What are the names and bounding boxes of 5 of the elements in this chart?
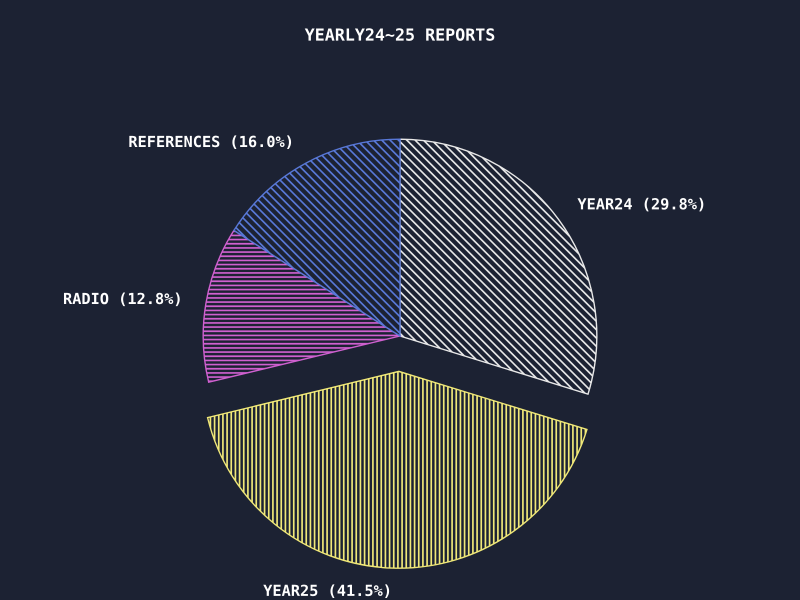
- chart-subtitle: YEARLY24~25 REPORTS: [304, 28, 494, 41]
- slice-label: YEAR24 (29.8%): [577, 198, 704, 212]
- slice-label: YEAR25 (41.5%): [263, 584, 390, 598]
- slice-label: REFERENCES (16.0%): [129, 135, 292, 150]
- slice-label: RADIO (12.8%): [64, 292, 180, 306]
